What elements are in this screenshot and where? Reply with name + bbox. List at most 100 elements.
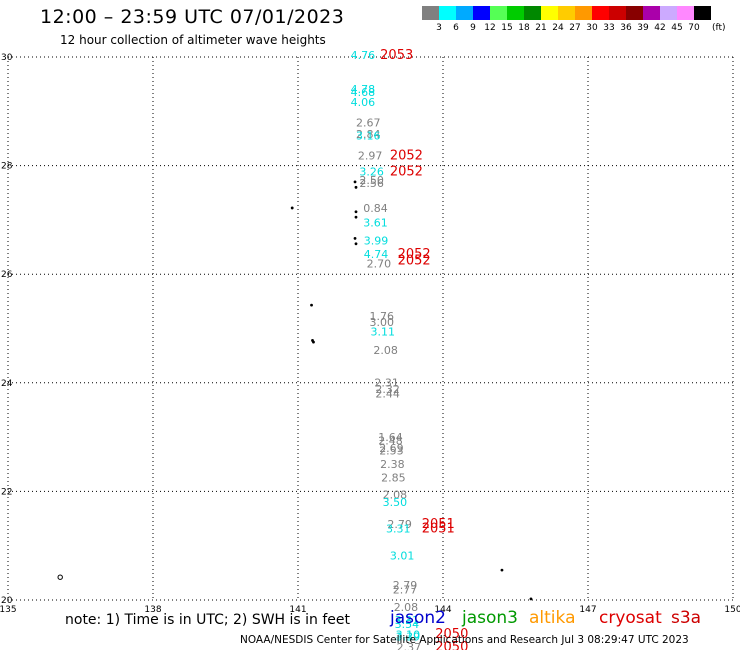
wave-height-label: 3.50 [383, 496, 408, 509]
wave-height-label: 4.74 [364, 248, 389, 261]
color-scale-label: 39 [637, 23, 649, 33]
wave-height-label: 2.84 [356, 128, 381, 141]
wave-height-label: 1.76 [370, 310, 395, 323]
wave-height-label: 2.69 [379, 442, 404, 455]
color-scale-label: 6 [453, 23, 459, 33]
island-marker [290, 206, 294, 210]
wave-height-label: 2.79 [393, 579, 418, 592]
wave-height-label: 3.54 [395, 618, 420, 631]
y-tick-label: 28 [1, 162, 13, 172]
color-scale-swatch [626, 6, 643, 20]
pass-number-label: 2050 [435, 640, 468, 650]
color-scale-label: 9 [470, 23, 476, 33]
color-scale-swatch [490, 6, 507, 20]
color-scale-label: 30 [586, 23, 598, 33]
wave-height-label: 2.08 [373, 344, 398, 357]
wave-height-label: 1.64 [378, 431, 403, 444]
wave-height-label: 3.39 [396, 631, 421, 644]
wave-height-label: 2.31 [374, 377, 399, 390]
wave-height-label: 3.10 [396, 629, 421, 642]
color-scale-swatch [592, 6, 609, 20]
color-scale-swatch [609, 6, 626, 20]
color-scale-label: 70 [688, 23, 700, 33]
pass-number-label: 2050 [435, 627, 468, 642]
island-marker [310, 303, 313, 307]
color-scale-label: 33 [603, 23, 615, 33]
color-scale-swatch [422, 6, 439, 20]
wave-height-label: 3.61 [363, 216, 388, 229]
wave-height-label: 3.01 [390, 549, 415, 562]
wave-height-label: 3.11 [371, 326, 396, 339]
wave-height-label: 2.08 [383, 488, 408, 501]
pass-number-label: 2051 [422, 517, 455, 532]
color-scale-label: 36 [620, 23, 632, 33]
color-scale-swatch [575, 6, 592, 20]
wave-height-label: 2.50 [359, 174, 384, 187]
color-scale-label: 3 [436, 23, 442, 33]
color-scale-label: 42 [654, 23, 666, 33]
color-scale-swatch [558, 6, 575, 20]
x-tick-label: 150 [724, 605, 740, 615]
x-tick-label: 144 [434, 605, 451, 615]
footnote: note: 1) Time is in UTC; 2) SWH is in fe… [65, 612, 351, 628]
pass-number-label: 2052 [390, 149, 423, 164]
wave-height-label: 2.37 [397, 641, 422, 650]
pass-number-label: 2052 [390, 164, 423, 179]
legend-cryosat: cryosat [599, 608, 662, 628]
wave-height-label: 2.79 [387, 518, 412, 531]
island-marker [353, 180, 357, 184]
wave-height-label: 4.76 [351, 49, 376, 62]
credit-line: NOAA/NESDIS Center for Satellite Applica… [240, 634, 689, 646]
wave-height-label: 2.70 [367, 258, 392, 271]
legend-s3a: s3a [671, 608, 702, 628]
color-scale-label: 12 [484, 23, 496, 33]
color-scale-swatch [660, 6, 677, 20]
wave-height-label: 2.77 [393, 583, 418, 596]
wave-height-label: 2.48 [378, 435, 403, 448]
color-scale-swatch [473, 6, 490, 20]
x-tick-label: 138 [144, 605, 161, 615]
wave-height-label: 4.68 [351, 86, 376, 99]
island-marker [354, 242, 358, 246]
y-tick-label: 24 [1, 379, 13, 389]
chart-subtitle: 12 hour collection of altimeter wave hei… [60, 33, 326, 47]
pass-number-label: 2051 [422, 522, 455, 537]
island-marker [312, 340, 315, 344]
color-scale-swatch [677, 6, 694, 20]
x-tick-label: 135 [0, 605, 17, 615]
wave-height-label: 2.67 [356, 117, 381, 130]
island-marker [500, 568, 504, 572]
legend-jason3: jason3 [462, 608, 518, 628]
y-tick-label: 30 [1, 53, 13, 63]
pass-number-label: 2052 [398, 253, 431, 268]
island-marker [354, 215, 358, 219]
chart-title: 12:00 – 23:59 UTC 07/01/2023 [40, 6, 345, 28]
wave-height-label: 2.53 [379, 444, 404, 457]
island-marker [354, 185, 358, 189]
color-scale-label: 27 [569, 23, 581, 33]
wave-height-label: 2.08 [394, 601, 419, 614]
color-scale-swatch [507, 6, 524, 20]
color-scale-label: 24 [552, 23, 564, 33]
color-scale-label: 15 [501, 23, 513, 33]
wave-height-label: 2.38 [380, 458, 405, 471]
wave-height-label: 2.44 [375, 387, 400, 400]
color-scale-label: 21 [535, 23, 547, 33]
color-scale-label: 45 [671, 23, 683, 33]
color-scale-swatch [643, 6, 660, 20]
wave-height-label: 2.97 [358, 150, 383, 163]
pass-number-label: 2053 [380, 48, 413, 63]
color-scale-swatch [456, 6, 473, 20]
color-scale-swatch [524, 6, 541, 20]
island-marker [353, 236, 357, 240]
wave-height-label: 3.00 [370, 316, 395, 329]
legend-jason2: jason2 [390, 608, 446, 628]
color-scale-unit: (ft) [712, 23, 726, 33]
wave-height-label: 2.32 [375, 383, 400, 396]
island-marker [529, 597, 533, 601]
color-scale-swatch [439, 6, 456, 20]
color-scale-swatch [694, 6, 711, 20]
wave-height-label: 2.85 [381, 472, 406, 485]
